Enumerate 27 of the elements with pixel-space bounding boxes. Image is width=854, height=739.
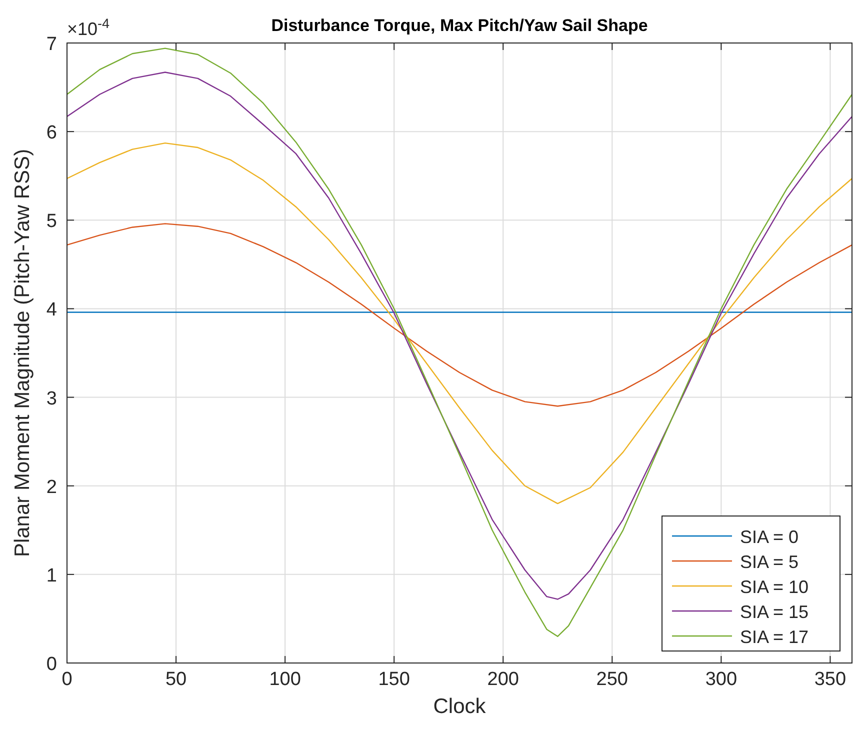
line-series xyxy=(66,223,853,407)
legend-label: SIA = 10 xyxy=(740,577,809,597)
x-tick-label: 50 xyxy=(165,669,187,690)
text: ×10$^{-4}$ xyxy=(67,16,110,39)
y-tick-label: 2 xyxy=(46,476,57,498)
x-tick-label: 350 xyxy=(814,669,846,690)
y-tick-label: 4 xyxy=(46,300,58,321)
legend-label: SIA = 5 xyxy=(740,552,799,572)
y-tick-label: 1 xyxy=(46,565,57,586)
y-tick-label: 3 xyxy=(46,388,57,410)
x-tick-label: 250 xyxy=(596,669,628,690)
x-axis-title: Clock xyxy=(433,695,486,718)
legend-label: SIA = 0 xyxy=(740,527,799,547)
y-axis-title: Planar Moment Magnitude (Pitch-Yaw RSS) xyxy=(11,148,34,558)
y-tick-label: 6 xyxy=(46,122,57,144)
legend-label: SIA = 15 xyxy=(740,602,809,622)
x-tick-label: 300 xyxy=(705,669,738,690)
x-tick-label: 0 xyxy=(62,669,72,690)
x-tick-label: 100 xyxy=(269,669,301,690)
y-tick-label: 0 xyxy=(46,654,57,675)
x-tick-label: 150 xyxy=(378,669,410,690)
chart-title: Disturbance Torque, Max Pitch/Yaw Sail Shape xyxy=(271,16,648,35)
x-tick-label: 200 xyxy=(487,669,519,690)
line-series xyxy=(66,142,853,504)
y-tick-label: 7 xyxy=(46,34,57,55)
y-tick-label: 5 xyxy=(46,211,57,232)
legend-label: SIA = 17 xyxy=(740,627,809,647)
